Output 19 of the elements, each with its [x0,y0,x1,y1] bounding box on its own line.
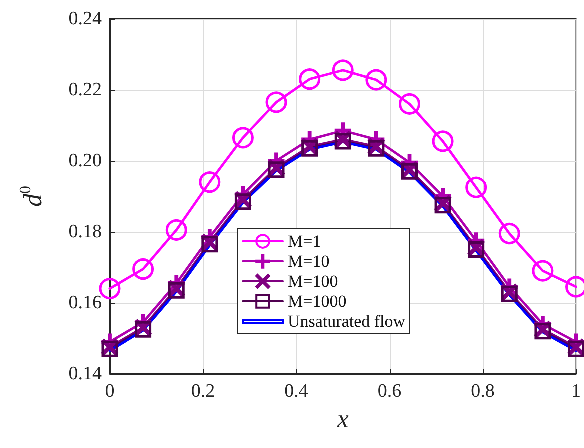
x-tick-label: 0.8 [471,381,495,402]
y-tick-label: 0.20 [68,150,102,172]
legend-label: Unsaturated flow [288,312,406,331]
x-tick-label: 0 [105,381,115,402]
x-tick-label: 0.4 [284,381,309,402]
y-axis-title: d0 [18,186,48,207]
x-tick-label: 0.2 [191,381,216,402]
y-tick-label: 0.24 [68,8,102,30]
y-tick-label: 0.16 [68,292,102,314]
x-tick-label: 1 [572,381,581,402]
y-tick-label: 0.22 [68,80,102,100]
x-tick-label: 0.6 [378,381,402,402]
legend-label: M=1 [288,232,322,251]
legend-label: M=100 [288,272,338,291]
legend-label: M=1000 [288,292,347,311]
y-tick-label: 0.14 [68,364,102,384]
legend-label: M=10 [288,252,330,271]
x-axis-title: x [336,404,350,434]
y-tick-label: 0.18 [68,222,102,242]
